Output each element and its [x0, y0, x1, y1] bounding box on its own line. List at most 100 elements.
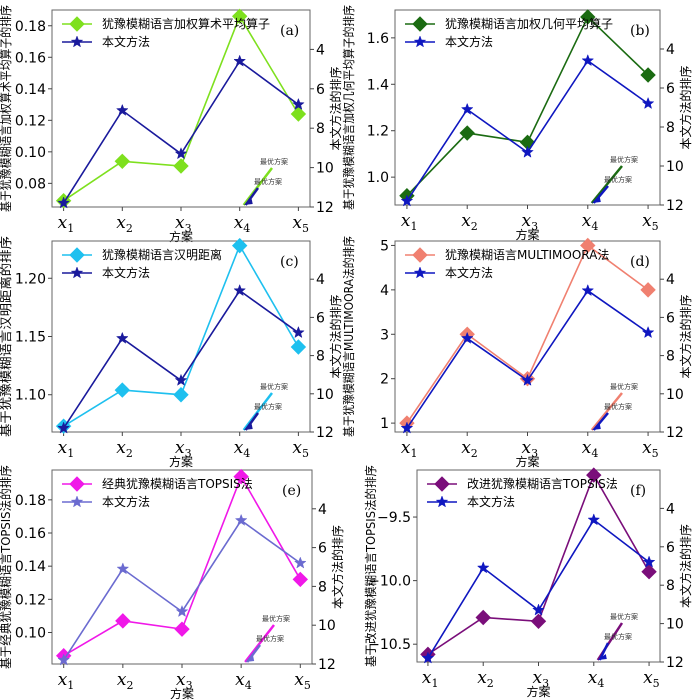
x-tick-label: x1 [422, 668, 439, 690]
y-axis-label: 基于犹豫模糊语言加权算术平均算子的排序 [0, 5, 13, 212]
x-axis-label: 方案 [515, 227, 539, 242]
arrow-head [597, 654, 607, 660]
y2-tick-label: 6 [316, 310, 325, 326]
arrow-head [245, 656, 255, 662]
x-tick-subscript: 1 [67, 447, 74, 460]
series-line-comparison [406, 15, 649, 197]
panel-tag: (d) [630, 254, 650, 270]
x-tick-label: x5 [292, 213, 309, 235]
x-tick-letter: x [461, 211, 471, 231]
data-point-star [400, 421, 414, 434]
x-tick-letter: x [58, 670, 68, 690]
y2-tick-label: 10 [318, 618, 336, 634]
series-line-comparison [406, 244, 649, 424]
legend-label: 改进犹豫模糊语言TOPSIS法 [467, 476, 618, 491]
x-tick-subscript: 3 [531, 447, 538, 460]
x-tick-subscript: 1 [432, 677, 439, 690]
x-tick-letter: x [234, 438, 244, 458]
annotation-text: 最优方案 [604, 402, 632, 411]
y-tick-label: 1.10 [15, 388, 46, 404]
data-point-star [587, 513, 601, 526]
data-point-star [641, 325, 655, 339]
x-tick-letter: x [176, 670, 186, 690]
legend-label: 犹豫模糊语言加权几何平均算子 [445, 16, 613, 31]
panel-tag: (b) [630, 23, 650, 39]
y2-axis-label: 本文方法的排序 [328, 294, 343, 378]
y2-tick-label: 4 [318, 502, 327, 518]
y2-tick-label: 6 [316, 82, 325, 98]
x-tick-label: x5 [294, 670, 311, 692]
data-point-diamond [290, 339, 307, 355]
data-point-diamond [231, 8, 248, 25]
data-point-star [581, 53, 595, 67]
data-point-star [57, 196, 70, 209]
x-tick-label: x1 [401, 211, 418, 233]
arrow-head [243, 199, 253, 205]
x-tick-label: x4 [234, 213, 251, 235]
y2-tick-label: 4 [666, 501, 675, 517]
legend-marker-diamond [69, 476, 85, 492]
data-point-diamond [580, 9, 596, 25]
legend-marker-diamond [412, 16, 428, 32]
x-tick-label: x1 [58, 670, 75, 692]
y-tick-label: 0.16 [15, 526, 46, 542]
y-axis-label: 基于犹豫模糊语言汉明距离的排序 [0, 236, 13, 437]
data-point-star [175, 604, 189, 618]
data-point-star [642, 555, 656, 568]
data-point-diamond [173, 387, 189, 403]
legend-label: 犹豫模糊语言MULTIMOORA法 [445, 247, 609, 262]
x-tick-subscript: 4 [243, 447, 250, 460]
x-tick-subscript: 4 [591, 220, 598, 233]
x-tick-subscript: 3 [185, 447, 192, 460]
data-point-diamond [459, 125, 475, 141]
x-tick-label: x5 [292, 438, 309, 460]
data-point-diamond [173, 158, 189, 174]
panel-tag: (c) [280, 254, 299, 270]
annotation-text: 最优方案 [262, 614, 290, 623]
y-tick-label: 0.14 [15, 559, 46, 575]
data-point-star [233, 283, 247, 297]
annotation-arrow [242, 392, 273, 431]
x-tick-letter: x [522, 211, 532, 231]
y2-axis-label: 本文方法的排序 [330, 525, 345, 609]
data-point-diamond [475, 609, 491, 626]
y2-tick-label: 8 [318, 579, 327, 595]
y2-axis-label: 本文方法的排序 [678, 294, 693, 378]
data-point-diamond [292, 571, 309, 588]
x-tick-letter: x [234, 213, 244, 233]
y-tick-label: 0.12 [15, 113, 46, 129]
y-tick-label: 1.6 [367, 31, 389, 47]
x-tick-subscript: 1 [411, 220, 418, 233]
arrow-head [591, 424, 601, 430]
y-tick-label: 0.16 [15, 50, 46, 66]
x-tick-label: x3 [522, 211, 539, 233]
x-tick-label: x3 [533, 668, 550, 690]
y-axis-label: 基于犹豫模糊语言加权几何平均算子的排序 [341, 5, 356, 210]
y2-tick-label: 8 [316, 121, 325, 137]
x-tick-letter: x [175, 438, 185, 458]
legend-marker-diamond [69, 16, 85, 32]
annotation-text: 最优方案 [260, 157, 288, 166]
x-tick-letter: x [522, 438, 532, 458]
data-point-diamond [114, 382, 131, 398]
y-axis-label: 基于改进犹豫模糊语言TOPSIS法的排序 [363, 465, 378, 667]
y2-tick-label: 12 [666, 425, 684, 441]
x-tick-letter: x [582, 438, 592, 458]
x-tick-label: x5 [642, 438, 659, 460]
data-point-star [57, 421, 70, 434]
x-tick-label: x2 [116, 438, 133, 460]
annotation-arrow [598, 642, 610, 661]
data-point-diamond [641, 564, 657, 580]
data-point-star [115, 331, 129, 344]
y-tick-label: 0.08 [15, 176, 46, 192]
y-tick-label: −10.5 [368, 637, 411, 653]
data-point-star [460, 102, 474, 115]
legend-label: 本文方法 [445, 265, 493, 280]
x-tick-letter: x [643, 668, 653, 688]
annotation-text: 最优方案 [610, 382, 638, 391]
x-tick-letter: x [422, 668, 432, 688]
x-tick-subscript: 1 [411, 447, 418, 460]
x-tick-subscript: 2 [471, 447, 478, 460]
